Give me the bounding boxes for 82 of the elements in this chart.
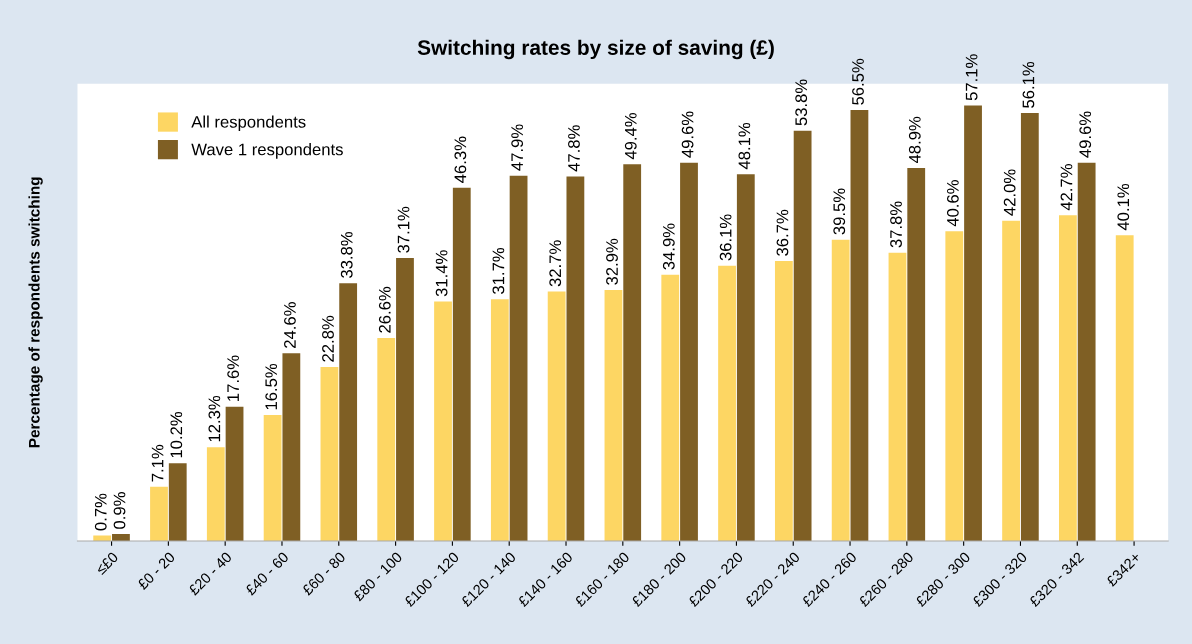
data-label: 22.8%: [322, 315, 334, 362]
bar: [339, 283, 358, 541]
data-label: 16.5%: [265, 363, 278, 410]
bar: [850, 110, 869, 541]
bar: [831, 239, 850, 541]
bar: [452, 187, 471, 541]
data-label: 0.7%: [94, 493, 107, 531]
data-label: 47.9%: [511, 124, 524, 171]
bar: [1058, 215, 1077, 541]
bar: [168, 463, 187, 541]
bar: [282, 353, 301, 541]
bar: [964, 105, 982, 541]
bar: [150, 486, 168, 541]
bar: [793, 130, 812, 541]
data-label: 36.7%: [776, 209, 789, 256]
legend-label: All respondents: [191, 115, 306, 132]
data-label: 46.3%: [454, 136, 467, 183]
x-tick-label: ≤£0: [95, 551, 119, 576]
data-label: 57.1%: [965, 54, 978, 101]
bar: [396, 258, 414, 541]
bar: [907, 168, 926, 541]
data-label: 24.6%: [284, 302, 296, 348]
bar: [623, 164, 642, 541]
data-label: 47.8%: [568, 125, 580, 172]
bar: [680, 162, 698, 541]
bar: [1115, 235, 1134, 541]
bar: [263, 415, 282, 541]
data-label: 40.1%: [1117, 183, 1130, 231]
bar: [945, 231, 964, 541]
bar: [377, 338, 396, 541]
data-label: 10.2%: [170, 411, 183, 458]
x-tick-label: £0 - 20: [136, 551, 176, 591]
data-label: 26.6%: [378, 286, 391, 333]
bar: [509, 175, 528, 541]
x-tick-label: £40 - 60: [244, 551, 290, 596]
bar: [490, 299, 509, 541]
data-label: 48.1%: [738, 122, 751, 170]
data-label: 48.9%: [908, 116, 921, 164]
data-label: 32.9%: [606, 238, 618, 285]
bar: [1077, 162, 1096, 541]
data-label: 39.5%: [833, 188, 846, 235]
data-label: 33.8%: [340, 231, 353, 278]
bar: [320, 367, 339, 541]
data-label: 37.8%: [890, 201, 902, 248]
data-label: 31.4%: [435, 250, 448, 297]
bar: [547, 291, 566, 541]
bar: [604, 290, 623, 541]
data-label: 37.1%: [397, 206, 410, 253]
bar: [661, 274, 680, 541]
bar: [888, 252, 907, 541]
bar: [736, 174, 755, 541]
data-label: 31.7%: [492, 247, 505, 294]
bar: [566, 176, 585, 541]
data-label: 49.6%: [681, 111, 694, 158]
data-label: 53.8%: [795, 79, 808, 126]
chart-title: Switching rates by size of saving (£): [417, 39, 774, 60]
data-label: 49.6%: [1079, 111, 1092, 158]
bar: [225, 406, 244, 541]
data-label: 34.9%: [662, 223, 675, 270]
data-label: 42.0%: [1003, 169, 1016, 216]
bar: [718, 265, 736, 541]
y-axis-title: Percentage of respondents switching: [28, 177, 43, 448]
bar: [1002, 220, 1020, 541]
data-label: 49.4%: [624, 112, 637, 160]
data-label: 42.7%: [1060, 164, 1073, 211]
data-label: 40.6%: [946, 180, 959, 227]
bar: [434, 301, 452, 541]
x-tick-label: £20 - 40: [187, 551, 233, 596]
data-label: 0.9%: [113, 492, 126, 529]
bar: [1020, 113, 1039, 541]
data-label: 56.5%: [852, 58, 864, 105]
data-label: 17.6%: [227, 355, 240, 401]
data-label: 36.1%: [719, 214, 732, 261]
x-tick-label: £80 - 100: [352, 551, 403, 602]
data-label: 56.1%: [1022, 61, 1035, 108]
data-label: 7.1%: [151, 444, 164, 482]
legend-label: Wave 1 respondents: [191, 143, 343, 159]
data-label: 32.7%: [549, 240, 562, 287]
x-tick-label: £60 - 80: [301, 551, 346, 596]
bar: [206, 447, 225, 541]
bar: [774, 261, 793, 541]
data-label: 12.3%: [208, 395, 221, 442]
